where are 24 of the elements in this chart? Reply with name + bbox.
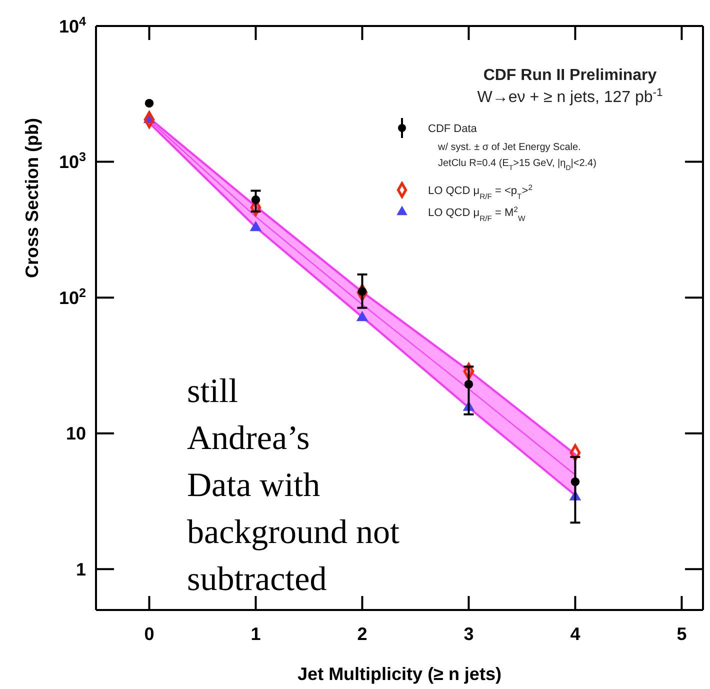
point	[251, 195, 260, 204]
annotation: w/ syst. ± σ of Jet Energy Scale.	[437, 142, 581, 153]
annotation: still Andrea’s Data with background not subtracted	[187, 373, 400, 598]
y-tick-label: 10$^{4}$	[58, 14, 86, 36]
x-tick-label: 0	[144, 624, 154, 644]
point	[464, 380, 474, 389]
y-tick-label: 10$^{2}$	[58, 286, 86, 308]
legend-label: LO QCD μ$_{R/F}$ = <p$_{T}$>$^{2}$	[428, 182, 532, 200]
y-tick-label: 1	[76, 559, 86, 580]
point	[570, 477, 580, 486]
x-tick-label: 3	[464, 624, 474, 644]
x-tick-label: 5	[676, 624, 687, 644]
text: CDF Run II Preliminary	[483, 67, 657, 84]
annotation: JetClu R=0.4 (E$_{T}$>15 GeV, |η$_{D}$|<2.4)	[438, 158, 596, 172]
y-axis-title: Cross Section (pb)	[22, 118, 42, 278]
legend-label: CDF Data	[428, 123, 478, 135]
point	[144, 98, 154, 108]
x-axis-title: Jet Multiplicity (≥ n jets)	[298, 664, 502, 684]
x-tick-label: 4	[570, 624, 580, 644]
text: W→eν + ≥ n jets, 127 pb$^{-1}$	[477, 87, 663, 106]
y-tick-label: 10	[66, 424, 86, 444]
x-tick-label: 1	[250, 624, 261, 644]
y-tick-label: 10$^{3}$	[58, 150, 86, 172]
x-tick-label: 2	[357, 624, 368, 644]
